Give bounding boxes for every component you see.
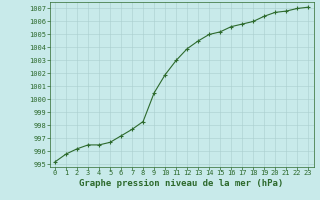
X-axis label: Graphe pression niveau de la mer (hPa): Graphe pression niveau de la mer (hPa) bbox=[79, 179, 284, 188]
